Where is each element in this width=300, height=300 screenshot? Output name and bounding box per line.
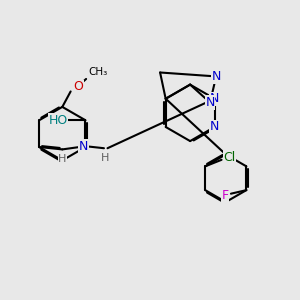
Text: N: N <box>210 92 219 105</box>
Text: CH₃: CH₃ <box>88 67 107 77</box>
Text: N: N <box>79 140 88 153</box>
Text: N: N <box>206 96 215 109</box>
Text: H: H <box>101 153 109 163</box>
Text: Cl: Cl <box>224 151 236 164</box>
Text: H: H <box>58 154 67 164</box>
Text: F: F <box>221 189 229 202</box>
Text: O: O <box>73 80 83 94</box>
Text: N: N <box>212 70 221 83</box>
Text: N: N <box>210 121 219 134</box>
Text: HO: HO <box>49 114 68 127</box>
